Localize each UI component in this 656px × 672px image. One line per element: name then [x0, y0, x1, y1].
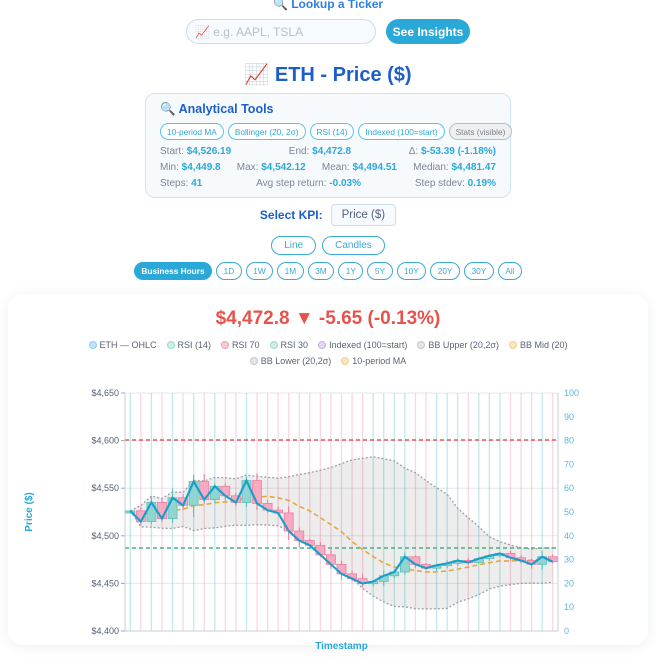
svg-text:Timestamp: Timestamp [315, 641, 368, 652]
svg-text:100: 100 [564, 388, 579, 398]
svg-text:$4,550: $4,550 [91, 483, 119, 493]
svg-text:0: 0 [564, 626, 569, 636]
svg-text:20: 20 [564, 578, 574, 588]
svg-text:Price ($): Price ($) [24, 492, 35, 531]
svg-text:60: 60 [564, 483, 574, 493]
svg-text:10: 10 [564, 602, 574, 612]
svg-text:40: 40 [564, 531, 574, 541]
svg-text:$4,400: $4,400 [91, 626, 119, 636]
svg-text:30: 30 [564, 555, 574, 565]
svg-text:90: 90 [564, 412, 574, 422]
svg-text:$4,450: $4,450 [91, 578, 119, 588]
svg-text:$4,650: $4,650 [91, 388, 119, 398]
svg-text:70: 70 [564, 459, 574, 469]
svg-text:$4,500: $4,500 [91, 531, 119, 541]
svg-text:$4,600: $4,600 [91, 436, 119, 446]
svg-text:50: 50 [564, 507, 574, 517]
svg-text:80: 80 [564, 436, 574, 446]
